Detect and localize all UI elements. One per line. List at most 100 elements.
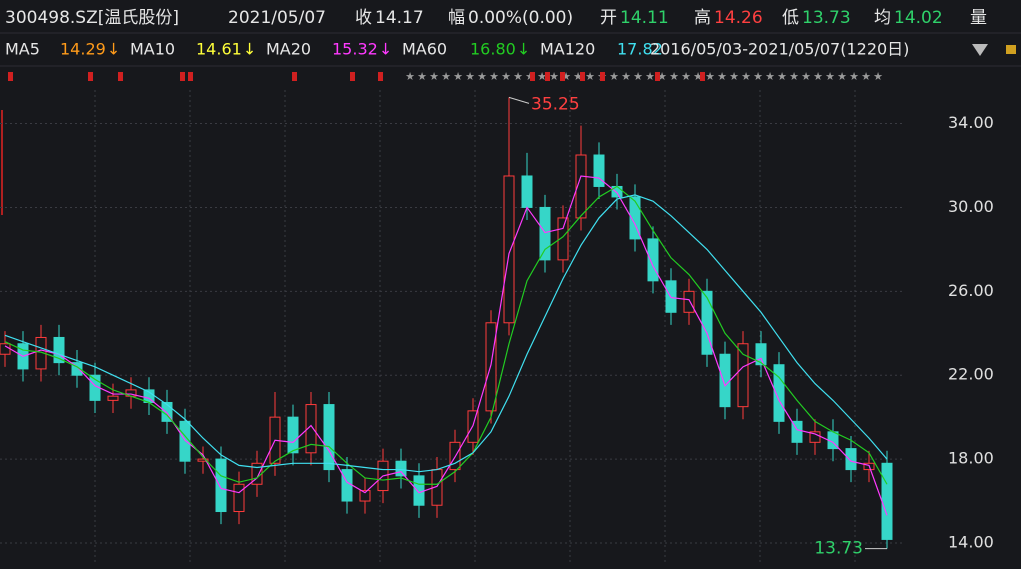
ma-name: MA10 bbox=[130, 40, 175, 59]
event-star: ★ bbox=[405, 70, 415, 83]
y-tick-label: 34.00 bbox=[948, 113, 994, 132]
candle-body bbox=[179, 420, 191, 462]
ma-value: 14.61 bbox=[196, 40, 242, 59]
event-star: ★ bbox=[561, 70, 571, 83]
event-flag bbox=[580, 72, 585, 81]
candle-body bbox=[197, 458, 209, 462]
candle-body bbox=[845, 448, 857, 471]
y-tick-label: 18.00 bbox=[948, 449, 994, 468]
quote-label: 均 bbox=[874, 8, 891, 28]
max-label: 35.25 bbox=[531, 94, 580, 114]
menu-triangle[interactable] bbox=[972, 44, 988, 56]
event-flag bbox=[180, 72, 185, 81]
event-star: ★ bbox=[741, 70, 751, 83]
quote-label: 收 bbox=[355, 8, 372, 28]
event-star: ★ bbox=[669, 70, 679, 83]
event-star: ★ bbox=[585, 70, 595, 83]
event-star: ★ bbox=[573, 70, 583, 83]
max-pointer bbox=[508, 96, 530, 104]
quote-label: 量 bbox=[970, 8, 987, 28]
event-star: ★ bbox=[633, 70, 643, 83]
event-star: ★ bbox=[465, 70, 475, 83]
candle-body bbox=[35, 336, 47, 370]
quote-label: 开 bbox=[600, 8, 617, 28]
candle-body bbox=[647, 238, 659, 282]
candle-body bbox=[521, 175, 533, 208]
candle-body bbox=[287, 416, 299, 454]
event-flag bbox=[8, 72, 13, 81]
date-range: 2016/05/03-2021/05/07(1220日) bbox=[650, 40, 909, 59]
event-star: ★ bbox=[705, 70, 715, 83]
event-star: ★ bbox=[801, 70, 811, 83]
event-star: ★ bbox=[621, 70, 631, 83]
candle-body bbox=[629, 196, 641, 240]
event-star: ★ bbox=[609, 70, 619, 83]
candle-body bbox=[0, 343, 11, 355]
event-star: ★ bbox=[417, 70, 427, 83]
candle-body bbox=[233, 483, 245, 513]
quote-value: 14.26 bbox=[714, 8, 763, 28]
candle-body bbox=[737, 343, 749, 408]
ma-value: 17.82 bbox=[617, 40, 663, 59]
event-flag bbox=[545, 72, 550, 81]
event-star: ★ bbox=[549, 70, 559, 83]
ma-name: MA60 bbox=[402, 40, 447, 59]
event-star: ★ bbox=[777, 70, 787, 83]
event-flag bbox=[292, 72, 297, 81]
candle-body bbox=[305, 404, 317, 454]
event-star: ★ bbox=[765, 70, 775, 83]
candle-body bbox=[503, 175, 515, 324]
ma-value: 14.29 bbox=[60, 40, 106, 59]
event-star: ★ bbox=[501, 70, 511, 83]
event-star: ★ bbox=[681, 70, 691, 83]
event-star: ★ bbox=[453, 70, 463, 83]
event-star: ★ bbox=[825, 70, 835, 83]
ma-name: MA120 bbox=[540, 40, 595, 59]
candle-body bbox=[809, 431, 821, 443]
candle-body bbox=[341, 469, 353, 502]
event-star: ★ bbox=[813, 70, 823, 83]
lock-icon[interactable] bbox=[1006, 45, 1016, 54]
ma-name: MA5 bbox=[5, 40, 40, 59]
y-tick-label: 30.00 bbox=[948, 197, 994, 216]
quote-value: 14.17 bbox=[375, 8, 424, 28]
candle-body bbox=[359, 490, 371, 502]
quote-label: 高 bbox=[694, 8, 711, 28]
ma-line bbox=[4, 194, 888, 473]
candle-body bbox=[791, 420, 803, 443]
event-star: ★ bbox=[537, 70, 547, 83]
candle-body bbox=[755, 343, 767, 366]
event-flag bbox=[600, 72, 605, 81]
quote-value: 14.11 bbox=[620, 8, 669, 28]
ma-trend: ↓ bbox=[243, 40, 256, 59]
event-flag bbox=[530, 72, 535, 81]
candle-body bbox=[593, 154, 605, 187]
candle-body bbox=[107, 395, 119, 401]
event-star: ★ bbox=[849, 70, 859, 83]
candle-body bbox=[323, 404, 335, 471]
event-star: ★ bbox=[477, 70, 487, 83]
event-star: ★ bbox=[873, 70, 883, 83]
candle-body bbox=[215, 458, 227, 513]
ma-value: 16.80 bbox=[470, 40, 516, 59]
candle-body bbox=[539, 206, 551, 261]
event-flag bbox=[350, 72, 355, 81]
candle-body bbox=[71, 362, 83, 376]
event-flag bbox=[118, 72, 123, 81]
event-star: ★ bbox=[657, 70, 667, 83]
candle-body bbox=[53, 336, 65, 364]
event-flag bbox=[560, 72, 565, 81]
event-flag bbox=[655, 72, 660, 81]
ma-trend: ↓ bbox=[517, 40, 530, 59]
event-star: ★ bbox=[645, 70, 655, 83]
event-star: ★ bbox=[693, 70, 703, 83]
quote-value: 0.00%(0.00) bbox=[468, 8, 573, 28]
event-star: ★ bbox=[837, 70, 847, 83]
candle-body bbox=[395, 460, 407, 477]
event-star: ★ bbox=[789, 70, 799, 83]
quote-value: 13.73 bbox=[802, 8, 851, 28]
min-label: 13.73 bbox=[814, 539, 863, 559]
event-star: ★ bbox=[729, 70, 739, 83]
